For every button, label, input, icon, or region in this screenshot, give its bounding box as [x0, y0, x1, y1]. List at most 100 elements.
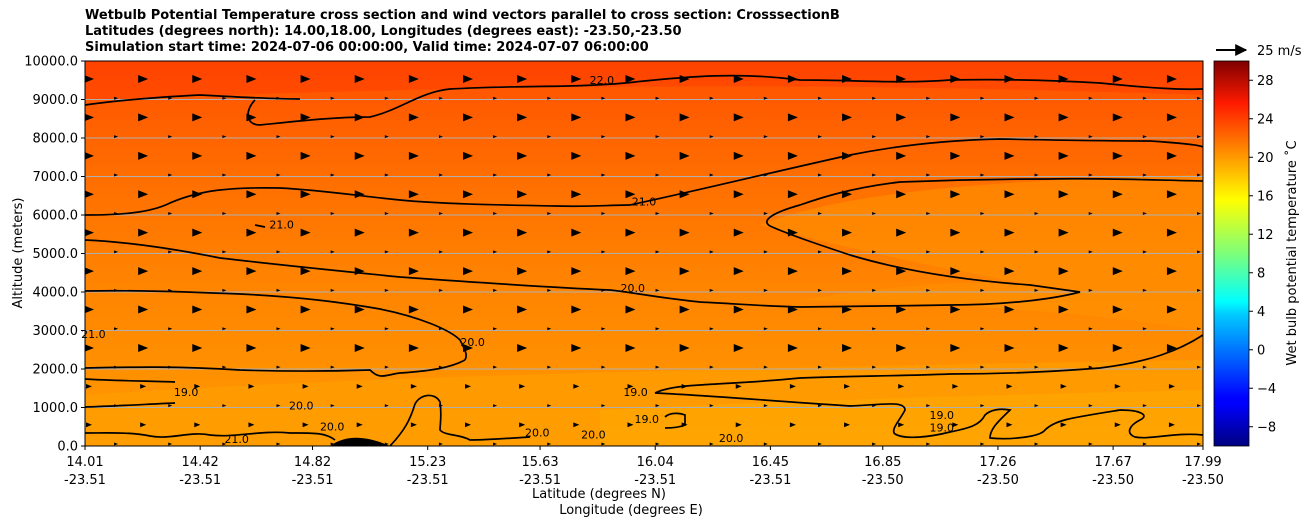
- y-tick-label: 3000.0: [33, 324, 79, 339]
- quiver-key: 25 m/s: [1216, 44, 1302, 59]
- wind-vector: [300, 113, 311, 122]
- wind-vector-small: [222, 365, 227, 369]
- wind-vector: [192, 151, 203, 160]
- colorbar-gradient: [1213, 60, 1250, 447]
- wind-vector-small: [1034, 173, 1039, 177]
- wind-vector-small: [926, 96, 931, 100]
- wind-vector-small: [1197, 250, 1201, 254]
- wind-vector: [625, 228, 636, 237]
- wind-vector-small: [493, 404, 498, 408]
- colorbar-tick-label: 16: [1257, 189, 1274, 204]
- wind-vector: [85, 344, 94, 352]
- wind-vector-small: [1197, 442, 1201, 446]
- wind-vector-small: [763, 173, 768, 177]
- wind-vector: [896, 75, 907, 83]
- contour-labels: 22.021.021.020.020.021.019.019.020.019.0…: [81, 74, 954, 446]
- contour-lines: [85, 74, 1203, 446]
- wind-vector: [625, 113, 636, 122]
- chart-title-line-2: Latitudes (degrees north): 14.00,18.00, …: [85, 24, 682, 39]
- wind-vector: [789, 422, 796, 428]
- wind-vector-small: [114, 327, 119, 331]
- wind-vector-small: [1142, 288, 1147, 292]
- wind-vector-small: [493, 173, 498, 177]
- wind-vector-small: [1142, 211, 1147, 215]
- y-tick-label: 0.0: [57, 440, 78, 455]
- wind-vector-small: [980, 173, 985, 177]
- contour-21-main: [85, 177, 1203, 308]
- x-tick-label-lon: -23.50: [1182, 473, 1224, 488]
- wind-vector-small: [1034, 404, 1039, 408]
- wind-vector: [625, 151, 636, 160]
- wind-vector-small: [384, 250, 389, 254]
- contour-label: 21.0: [632, 195, 657, 208]
- wind-vector-small: [222, 442, 227, 446]
- wind-vector: [300, 75, 311, 83]
- wind-vector: [950, 343, 961, 352]
- wind-vector-small: [601, 250, 606, 254]
- wind-vector-small: [1034, 250, 1039, 254]
- wind-vector-small: [1088, 365, 1093, 369]
- wind-vector-small: [1034, 365, 1039, 369]
- contour-20-lower: [85, 334, 1203, 394]
- wind-vector: [679, 228, 690, 237]
- wind-vector: [246, 267, 257, 276]
- wind-vector: [733, 151, 744, 160]
- wind-vector-small: [709, 404, 714, 408]
- wind-vector: [408, 343, 419, 352]
- y-tick-label: 10000.0: [24, 55, 78, 70]
- wind-vector: [896, 267, 907, 276]
- wind-vector: [842, 305, 853, 314]
- wind-vector-small: [601, 327, 606, 331]
- wind-vector: [733, 75, 744, 83]
- wind-vector: [1168, 422, 1175, 428]
- wind-vector-small: [601, 365, 606, 369]
- wind-vector: [140, 422, 147, 428]
- wind-vector-small: [763, 365, 768, 369]
- chart-title-line-3: Simulation start time: 2024-07-06 00:00:…: [85, 40, 649, 55]
- wind-vector-small: [438, 288, 443, 292]
- wind-vector: [1112, 267, 1123, 276]
- wind-vector-small: [168, 250, 173, 254]
- wind-vector: [787, 190, 798, 199]
- x-tick-label-lon: -23.51: [749, 473, 791, 488]
- wind-vector: [573, 383, 580, 389]
- wind-vector-small: [438, 211, 443, 215]
- wind-vector: [625, 75, 636, 83]
- wind-vector: [571, 190, 582, 199]
- wind-vector-small: [547, 211, 552, 215]
- wind-vector: [787, 343, 798, 352]
- wind-vector: [86, 422, 92, 428]
- wind-vector: [300, 190, 311, 199]
- wind-vector-small: [601, 211, 606, 215]
- wind-vector-small: [222, 250, 227, 254]
- wind-vector-small: [276, 288, 281, 292]
- wind-vector-small: [1197, 135, 1201, 139]
- wind-vector: [733, 228, 744, 237]
- wind-vector-small: [980, 288, 985, 292]
- wind-vector-small: [817, 96, 822, 100]
- wind-vector: [300, 151, 311, 160]
- wind-vector-small: [276, 135, 281, 139]
- wind-vector-small: [493, 365, 498, 369]
- wind-vector: [842, 228, 853, 237]
- wind-vector: [85, 190, 94, 198]
- wind-vector: [571, 75, 582, 83]
- wind-vector-small: [384, 135, 389, 139]
- wind-vector-small: [601, 288, 606, 292]
- wind-vector: [898, 422, 905, 428]
- colorbar-label: Wet bulb potential temperature ˚C: [1284, 140, 1300, 365]
- wind-vector: [1114, 383, 1121, 389]
- wind-vector-small: [601, 442, 606, 446]
- wind-vector-small: [872, 211, 877, 215]
- wind-vector-small: [763, 135, 768, 139]
- contour-20-main: [85, 239, 611, 361]
- wind-vector-small: [817, 365, 822, 369]
- contour-label: 20.0: [525, 426, 550, 439]
- wind-vector: [302, 383, 309, 389]
- wind-vector-small: [438, 250, 443, 254]
- y-tick-label: 5000.0: [33, 247, 79, 262]
- wind-vector-small: [655, 404, 660, 408]
- wind-vector: [1112, 343, 1123, 352]
- wind-vector-small: [926, 404, 931, 408]
